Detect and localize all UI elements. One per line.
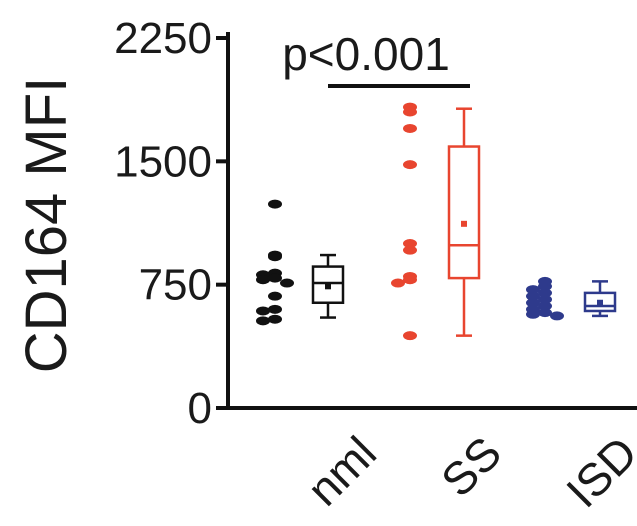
data-point <box>403 107 417 117</box>
data-point <box>526 285 540 295</box>
data-point <box>403 331 417 341</box>
box-mean-marker <box>597 299 603 306</box>
box-iqr <box>311 265 345 305</box>
box-mean-marker <box>325 283 331 290</box>
data-point <box>268 252 282 262</box>
data-point <box>403 239 417 249</box>
plot-area <box>256 102 617 341</box>
box-iqr <box>583 291 617 313</box>
data-point <box>550 311 564 321</box>
data-point <box>538 308 552 318</box>
data-point <box>268 314 282 324</box>
y-tick-label: 2250 <box>114 14 212 63</box>
data-point <box>403 123 417 133</box>
y-tick-label: 1500 <box>114 137 212 186</box>
data-point <box>268 291 282 301</box>
significance-label: p<0.001 <box>282 28 450 80</box>
data-point <box>256 306 270 316</box>
data-point <box>268 199 282 209</box>
y-axis: 0 750 1500 2250 <box>114 14 230 433</box>
data-point <box>538 288 552 298</box>
data-point <box>256 316 270 326</box>
y-axis-title: CD164 MFI <box>14 77 79 374</box>
data-point <box>403 160 417 170</box>
data-point <box>538 294 552 304</box>
data-point <box>280 278 294 288</box>
data-point <box>538 301 552 311</box>
y-tick-label: 750 <box>139 261 212 310</box>
x-category-label: ISD <box>556 426 637 517</box>
x-category-label: SS <box>431 426 511 506</box>
data-point <box>526 291 540 301</box>
data-point <box>268 304 282 314</box>
box-iqr <box>447 145 481 280</box>
y-tick-label: 0 <box>188 384 212 433</box>
data-point <box>538 281 552 291</box>
x-axis: nml SS ISD <box>226 406 637 517</box>
data-point <box>526 309 540 319</box>
data-point <box>403 275 417 285</box>
x-category-label: nml <box>297 426 386 515</box>
data-point <box>391 278 405 288</box>
box-mean-marker <box>461 220 467 227</box>
data-point <box>403 245 417 255</box>
data-point <box>268 273 282 283</box>
significance-annotation: p<0.001 <box>282 28 470 88</box>
data-point <box>256 275 270 285</box>
data-point <box>526 298 540 308</box>
